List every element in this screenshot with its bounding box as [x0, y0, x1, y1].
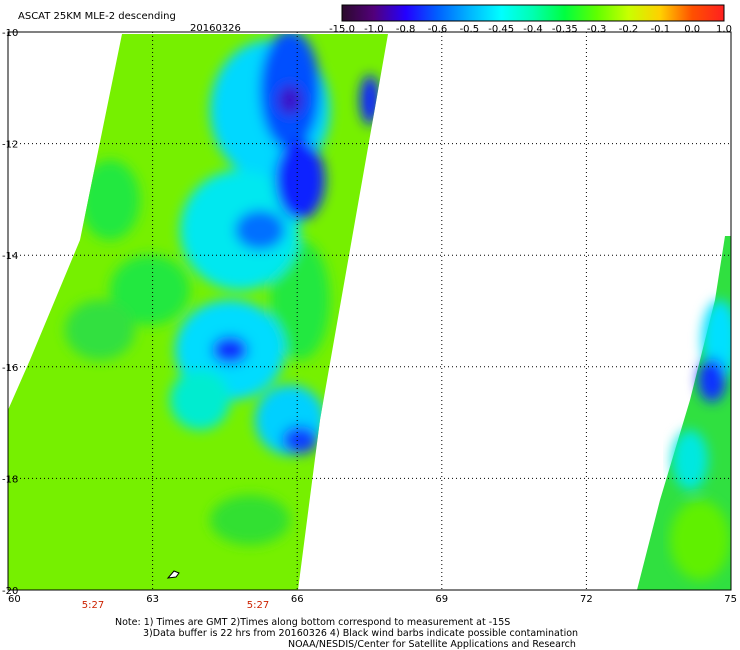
lat-label: -20 — [2, 586, 18, 597]
wind-barb-icon — [166, 570, 180, 579]
lat-label: -10 — [2, 28, 18, 39]
colorbar-label: -0.6 — [428, 24, 448, 35]
colorbar-label: 0.0 — [684, 24, 700, 35]
date-label: 20160326 — [190, 23, 241, 34]
plot-frame — [7, 31, 732, 591]
colorbar-label: -0.5 — [460, 24, 480, 35]
colorbar-label: 1.0 — [716, 24, 732, 35]
lon-label: 72 — [580, 594, 593, 605]
time-label: 5:27 — [82, 600, 104, 611]
colorbar-label: -0.2 — [619, 24, 639, 35]
note-line-3: NOAA/NESDIS/Center for Satellite Applica… — [288, 639, 576, 650]
colorbar-label: -15.0 — [329, 24, 355, 35]
graticule — [8, 32, 731, 590]
map-area — [8, 34, 731, 590]
lon-label: 60 — [8, 594, 21, 605]
note-line-1: Note: 1) Times are GMT 2)Times along bot… — [115, 617, 511, 628]
lat-label: -12 — [2, 140, 18, 151]
colorbar-label: -0.4 — [523, 24, 543, 35]
lat-label: -18 — [2, 474, 18, 485]
time-label: 5:27 — [247, 600, 269, 611]
lat-label: -14 — [2, 251, 18, 262]
lon-label: 63 — [146, 594, 159, 605]
colorbar: -15.0 -1.0 -0.8 -0.6 -0.5 -0.45 -0.4 -0.35 -0.3 -… — [329, 4, 732, 35]
colorbar-label: -0.45 — [488, 24, 514, 35]
colorbar-label: -0.35 — [552, 24, 578, 35]
lon-label: 69 — [435, 594, 448, 605]
lat-label: -16 — [2, 363, 18, 374]
colorbar-label: -1.0 — [364, 24, 384, 35]
colorbar-gradient — [341, 4, 725, 22]
colorbar-label: -0.1 — [651, 24, 671, 35]
note-line-2: 3)Data buffer is 22 hrs from 20160326 4)… — [143, 628, 579, 639]
lon-label: 75 — [724, 594, 737, 605]
lon-label: 66 — [291, 594, 304, 605]
product-title: ASCAT 25KM MLE-2 descending — [18, 11, 176, 22]
colorbar-label: -0.8 — [396, 24, 416, 35]
colorbar-label: -0.3 — [587, 24, 607, 35]
